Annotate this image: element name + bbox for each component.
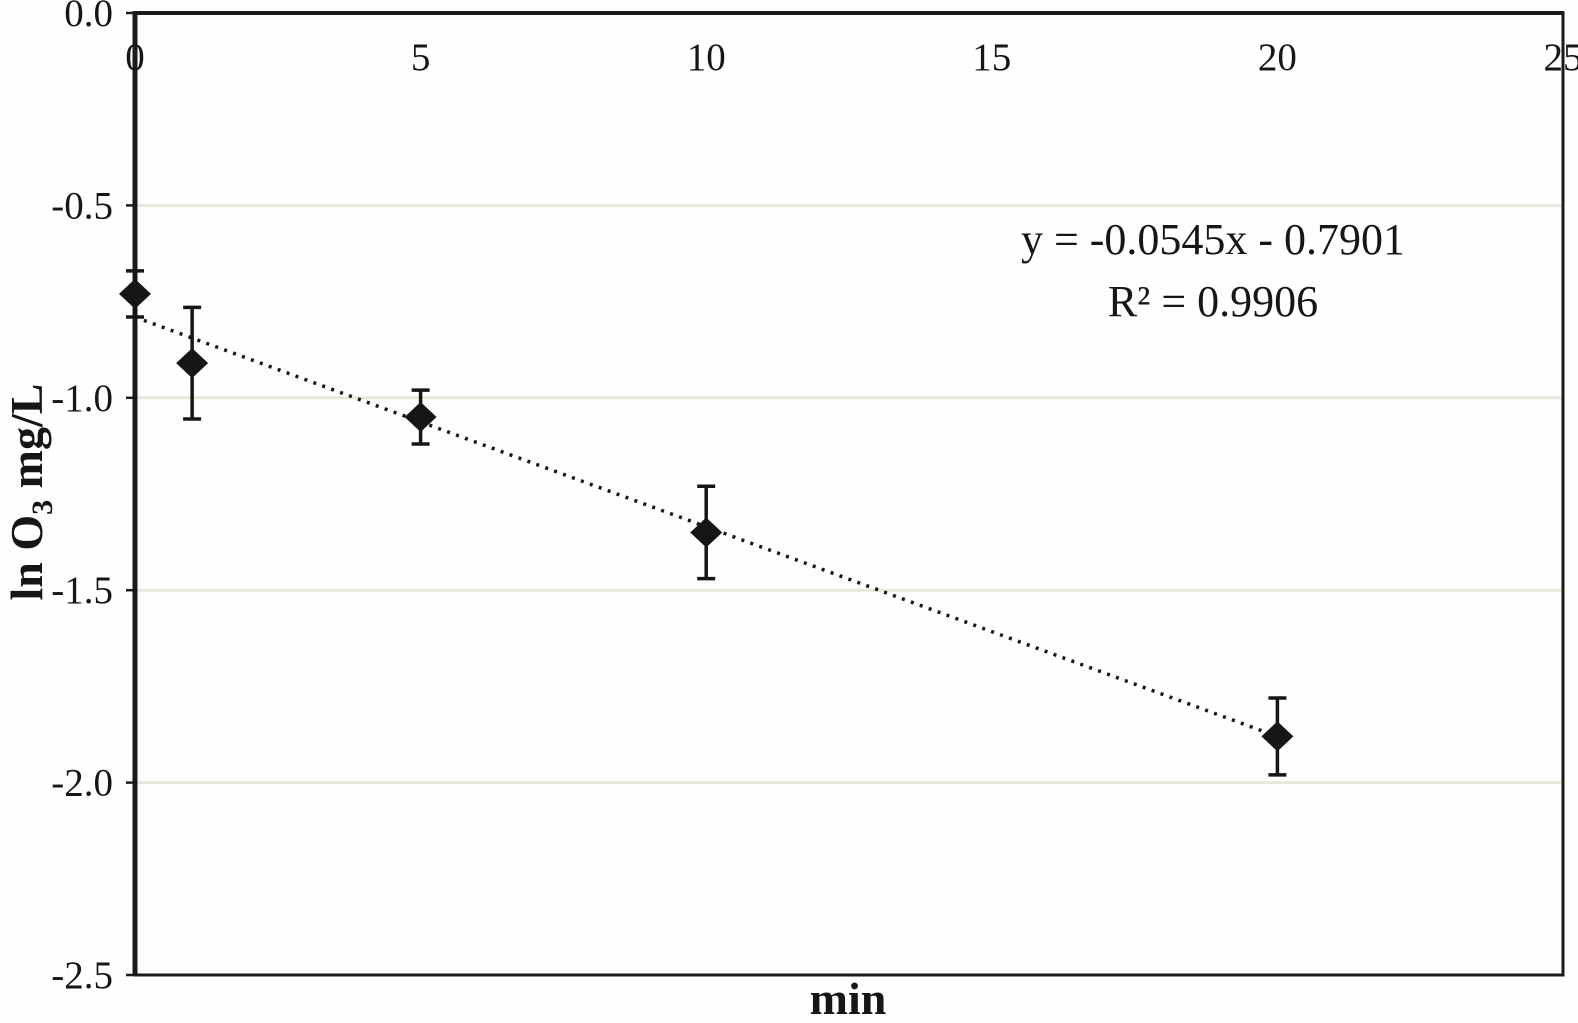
y-axis-title-post: mg/L xyxy=(1,384,52,500)
y-tick-label: -2.0 xyxy=(51,762,113,805)
x-tick-label: 15 xyxy=(972,36,1011,79)
data-point-group xyxy=(690,484,723,581)
diamond-marker xyxy=(404,402,437,433)
equation-text: y = -0.0545x - 0.7901 xyxy=(1021,215,1405,264)
x-tick-label: 25 xyxy=(1544,36,1578,79)
data-points xyxy=(119,269,1294,777)
data-point-group xyxy=(1261,696,1294,777)
y-axis-tickmarks xyxy=(126,11,135,977)
x-tick-label: 5 xyxy=(411,36,431,79)
y-tick-label: -1.5 xyxy=(51,569,113,612)
data-point-group xyxy=(176,305,209,421)
data-point-group xyxy=(404,388,437,446)
x-axis-title: min xyxy=(810,973,887,1023)
y-axis-title-pre: ln O xyxy=(1,515,52,601)
plot-border xyxy=(133,11,1565,977)
r-squared-text: R² = 0.9906 xyxy=(1108,277,1318,326)
y-tick-label: -0.5 xyxy=(51,184,113,227)
plot-frame xyxy=(132,11,1565,977)
y-axis-title: ln O3 mg/L xyxy=(1,384,59,601)
x-tick-label: 20 xyxy=(1258,36,1297,79)
x-tick-label: 10 xyxy=(687,36,726,79)
y-axis-title-subscript: 3 xyxy=(26,500,59,515)
diamond-marker xyxy=(119,278,151,309)
x-tick-label: 0 xyxy=(125,36,145,79)
x-axis-tick-labels: 0 5 10 15 20 25 xyxy=(125,36,1578,79)
diamond-marker xyxy=(176,348,209,379)
diamond-marker xyxy=(690,517,723,548)
y-tick-label: -1.0 xyxy=(51,377,113,420)
y-tick-label: 0.0 xyxy=(64,0,113,35)
y-tick-label: -2.5 xyxy=(51,954,113,997)
data-point-group xyxy=(119,269,151,319)
y-axis-tick-labels: 0.0 -0.5 -1.0 -1.5 -2.0 -2.5 xyxy=(51,0,113,997)
diamond-marker xyxy=(1261,721,1294,752)
gridlines xyxy=(137,203,1561,785)
